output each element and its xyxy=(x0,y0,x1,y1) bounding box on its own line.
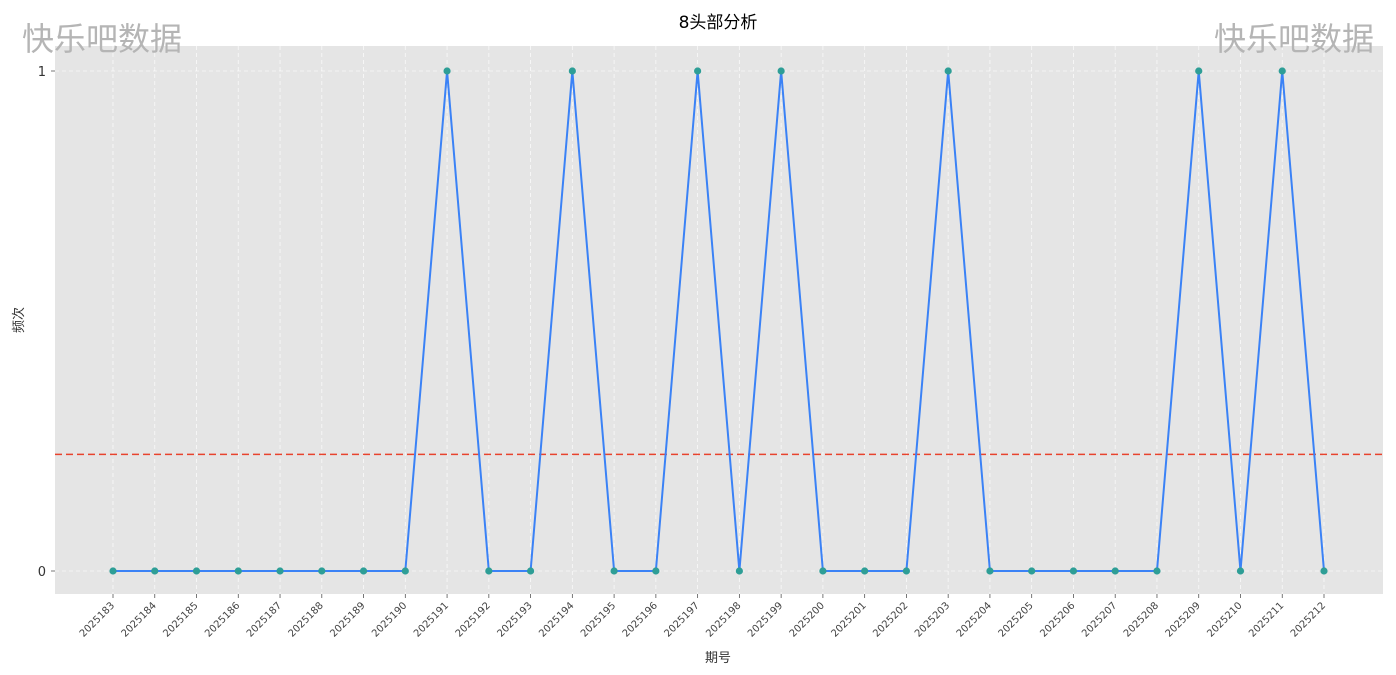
x-tick-label: 2025211 xyxy=(1247,600,1286,639)
y-ticks: 01 xyxy=(38,65,55,580)
data-point xyxy=(276,567,284,575)
x-axis-label: 期号 xyxy=(705,651,731,666)
x-tick-label: 2025192 xyxy=(454,600,493,639)
x-tick-label: 2025194 xyxy=(537,600,576,639)
x-tick-label: 2025191 xyxy=(412,600,451,639)
data-point xyxy=(318,567,326,575)
data-point xyxy=(652,567,660,575)
data-point xyxy=(1320,567,1328,575)
data-point xyxy=(151,567,159,575)
data-point xyxy=(819,567,827,575)
data-point xyxy=(610,567,618,575)
x-tick-label: 2025201 xyxy=(829,600,868,639)
x-tick-label: 2025193 xyxy=(495,600,534,639)
x-tick-label: 2025212 xyxy=(1289,600,1328,639)
x-tick-label: 2025199 xyxy=(746,600,785,639)
data-point xyxy=(1028,567,1036,575)
data-point xyxy=(777,67,785,75)
x-tick-label: 2025208 xyxy=(1122,600,1161,639)
x-tick-label: 2025203 xyxy=(913,600,952,639)
x-tick-label: 2025210 xyxy=(1205,600,1244,639)
data-point xyxy=(861,567,869,575)
data-point xyxy=(526,567,535,575)
data-point xyxy=(443,67,451,75)
data-point xyxy=(359,567,368,575)
x-tick-label: 2025200 xyxy=(788,600,827,639)
y-tick-label: 0 xyxy=(38,565,46,580)
x-tick-label: 2025183 xyxy=(78,600,117,639)
x-tick-label: 2025185 xyxy=(161,600,200,639)
grid xyxy=(55,46,1383,594)
data-point xyxy=(568,67,576,75)
chart-title: 8头部分析 xyxy=(679,13,758,33)
y-tick-label: 1 xyxy=(38,65,46,80)
data-point xyxy=(109,567,117,575)
data-point xyxy=(1236,567,1245,575)
data-point xyxy=(944,67,952,75)
x-tick-label: 2025205 xyxy=(997,600,1036,639)
data-point xyxy=(735,567,743,575)
x-tick-label: 2025207 xyxy=(1080,600,1119,639)
x-tick-label: 2025204 xyxy=(955,600,994,639)
watermark-right: 快乐吧数据 xyxy=(1214,20,1374,58)
series-line xyxy=(113,70,1325,572)
x-tick-label: 2025184 xyxy=(120,600,159,639)
x-tick-label: 2025190 xyxy=(370,600,409,639)
x-tick-label: 2025195 xyxy=(579,600,618,639)
data-point xyxy=(902,567,911,575)
data-point xyxy=(1278,67,1286,75)
data-point xyxy=(401,567,409,575)
data-point xyxy=(694,67,702,75)
data-point xyxy=(192,567,201,575)
x-tick-label: 2025198 xyxy=(704,600,743,639)
data-point xyxy=(1111,567,1119,575)
x-tick-label: 2025197 xyxy=(662,600,701,639)
x-tick-label: 2025186 xyxy=(203,600,242,639)
watermark-left: 快乐吧数据 xyxy=(22,20,182,58)
x-tick-label: 2025206 xyxy=(1038,600,1077,639)
x-tick-label: 2025187 xyxy=(245,600,284,639)
x-tick-label: 2025202 xyxy=(871,600,910,639)
y-axis-label: 频次 xyxy=(11,307,27,333)
x-ticks: 2025183 2025184 2025185 2025186 2025187 20251… xyxy=(78,594,1328,640)
data-point xyxy=(485,567,493,575)
data-point xyxy=(1069,567,1078,575)
x-tick-label: 2025196 xyxy=(621,600,660,639)
series-group xyxy=(109,67,1328,575)
data-point xyxy=(986,567,994,575)
x-tick-label: 2025189 xyxy=(328,600,367,639)
data-point xyxy=(1195,67,1203,75)
x-tick-label: 2025209 xyxy=(1164,600,1203,639)
data-point xyxy=(1153,567,1161,575)
x-tick-label: 2025188 xyxy=(287,600,326,639)
data-point xyxy=(234,567,242,575)
